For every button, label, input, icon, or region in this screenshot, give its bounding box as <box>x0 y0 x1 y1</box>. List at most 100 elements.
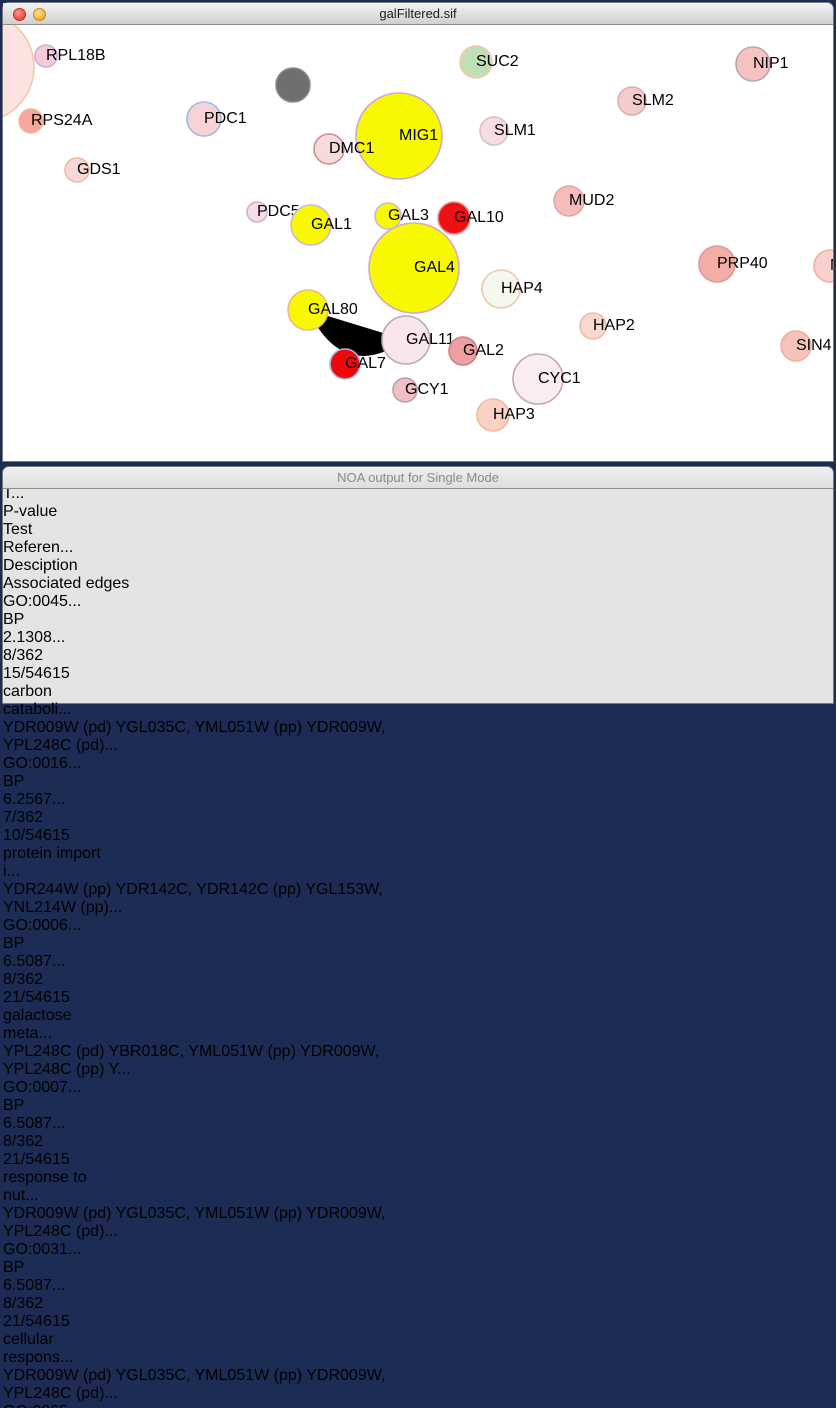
table-cell: 21/54615 <box>3 1151 70 1168</box>
graph-node-NIP1[interactable] <box>735 46 771 82</box>
graph-node-label: NIP1 <box>753 55 789 72</box>
table-row[interactable]: GO:0065...BP8.0614...94/3627260/54...bio… <box>3 1403 833 1408</box>
table-cell: 10/54615 <box>3 827 70 844</box>
graph-node-GCY1[interactable] <box>392 377 418 403</box>
graph-node[interactable] <box>0 12 35 122</box>
graph-node-label: GAL11 <box>406 331 455 348</box>
table-cell: 6.5087... <box>3 1115 66 1132</box>
table-cell: BP <box>3 611 25 628</box>
graph-node-label: RPS24A <box>31 112 93 129</box>
table-cell: galactose meta... <box>3 1007 72 1042</box>
graph-node-GAL80[interactable] <box>287 289 329 331</box>
minimize-button[interactable] <box>33 8 46 21</box>
graph-node-GAL3[interactable] <box>374 202 402 230</box>
column-header-t-[interactable]: T... <box>3 485 25 502</box>
noa-window-title: NOA output for Single Mode <box>337 470 499 485</box>
column-header-referen-[interactable]: Referen... <box>3 539 74 556</box>
table-row[interactable]: GO:0016... BP 6.2567... 7/362 10/54615 protei… <box>3 755 833 917</box>
graph-node-label: SLM2 <box>632 92 674 109</box>
graph-node-label: PRP40 <box>717 255 768 272</box>
graph-node-label: HAP4 <box>501 280 543 297</box>
table-cell: BP <box>3 1259 25 1276</box>
table-cell: GO:0007... <box>3 1079 82 1096</box>
graph-node-GAL1[interactable] <box>290 204 332 246</box>
graph-edge[interactable] <box>78 3 161 170</box>
graph-edge[interactable] <box>569 201 717 264</box>
table-row[interactable]: GO:0045... BP 2.1308... 8/362 15/54615 carbon… <box>3 593 833 755</box>
graph-node-SLM2[interactable] <box>617 86 647 116</box>
graph-node-GAL2[interactable] <box>448 336 478 366</box>
table-cell: protein import i... <box>3 845 101 880</box>
graph-node-label: HAP2 <box>593 317 635 334</box>
column-header-associated-edges[interactable]: Associated edges <box>3 575 130 592</box>
table-cell: 7/362 <box>3 809 44 826</box>
graph-node-label: RPL18B <box>46 47 106 64</box>
graph-edge[interactable] <box>308 310 406 356</box>
table-cell: 2.1308... <box>3 629 66 646</box>
table-cell: 15/54615 <box>3 665 70 682</box>
table-row[interactable]: GO:0006... BP 6.5087... 8/362 21/54615 galact… <box>3 917 833 1079</box>
graph-node-GAL10[interactable] <box>437 201 471 235</box>
results-table-body: GO:0045... BP 2.1308... 8/362 15/54615 carbon… <box>3 593 833 1408</box>
column-header-p-value[interactable]: P-value <box>3 503 58 520</box>
table-cell: cellular respons... <box>3 1331 74 1366</box>
table-cell: 6.2567... <box>3 791 66 808</box>
table-cell: GO:0031... <box>3 1241 82 1258</box>
graph-node-PDC5[interactable] <box>246 201 268 223</box>
graph-node-label: CYC1 <box>538 370 581 387</box>
graph-edge[interactable] <box>324 172 372 211</box>
graph-node[interactable] <box>275 67 311 103</box>
graph-node-HAP2[interactable] <box>579 312 607 340</box>
graph-node-SLM1[interactable] <box>479 116 509 146</box>
graph-node-label: MUD2 <box>569 192 614 209</box>
column-header-test[interactable]: Test <box>3 521 33 538</box>
column-header-desciption[interactable]: Desciption <box>3 557 78 574</box>
noa-window-titlebar: NOA output for Single Mode <box>3 467 833 489</box>
network-window-title: galFiltered.sif <box>379 6 457 21</box>
close-button[interactable] <box>13 8 26 21</box>
graph-node-label: GAL10 <box>454 209 504 226</box>
graph-node-CYC1[interactable] <box>512 353 564 405</box>
graph-node-PDC1[interactable] <box>186 101 222 137</box>
graph-node-HAP3[interactable] <box>476 398 510 432</box>
table-cell: 8/362 <box>3 1133 44 1150</box>
graph-node-GAL11[interactable] <box>381 315 431 365</box>
graph-node-label: GDS1 <box>77 161 121 178</box>
graph-node-SUC2[interactable] <box>459 45 493 79</box>
graph-edge[interactable] <box>25 170 78 299</box>
graph-node-GDS1[interactable] <box>64 157 90 183</box>
graph-node-label: GAL3 <box>388 207 429 224</box>
graph-node-RPS24A[interactable] <box>18 108 44 134</box>
graph-node-label: GAL4 <box>414 259 455 276</box>
graph-node-label: DMC1 <box>329 140 374 157</box>
graph-node-label: SLM1 <box>494 122 536 139</box>
graph-node-HAP4[interactable] <box>481 269 521 309</box>
graph-node-RPL18B[interactable] <box>34 44 58 68</box>
graph-node-GAL4[interactable] <box>368 222 460 314</box>
table-cell: 21/54615 <box>3 1313 70 1330</box>
graph-node-GAL7[interactable] <box>329 348 361 380</box>
graph-node-label: HAP3 <box>493 406 535 423</box>
graph-node-label: SIN4 <box>796 337 832 354</box>
network-canvas[interactable]: RPL18B RPS24A GDS1 PDC1 MIG1 DMC1 SUC2 SLM1 SLM2… <box>0 0 836 444</box>
table-cell: YPL248C (pd) YBR018C, YML051W (pp) YDR00… <box>3 1043 380 1078</box>
table-row[interactable]: GO:0007... BP 6.5087... 8/362 21/54615 respon… <box>3 1079 833 1241</box>
graph-node-PRP40[interactable] <box>698 245 736 283</box>
table-cell: BP <box>3 1097 25 1114</box>
table-cell: GO:0045... <box>3 593 82 610</box>
graph-node-DMC1[interactable] <box>313 133 345 165</box>
table-cell: 6.5087... <box>3 1277 66 1294</box>
graph-node-label: PDC1 <box>204 110 247 127</box>
table-cell: response to nut... <box>3 1169 87 1204</box>
graph-node-SIN4[interactable] <box>780 330 812 362</box>
table-row[interactable]: GO:0031... BP 6.5087... 8/362 21/54615 cellul… <box>3 1241 833 1403</box>
network-window-titlebar: galFiltered.sif <box>3 3 833 25</box>
graph-node-MSL1[interactable] <box>813 249 836 283</box>
table-cell: GO:0016... <box>3 755 82 772</box>
graph-node-MIG1[interactable] <box>355 92 443 180</box>
graph-edge[interactable] <box>807 411 833 438</box>
graph-node-MUD2[interactable] <box>553 185 585 217</box>
graph-edge[interactable] <box>388 178 389 205</box>
table-cell: YDR009W (pd) YGL035C, YML051W (pp) YDR00… <box>3 1205 386 1240</box>
